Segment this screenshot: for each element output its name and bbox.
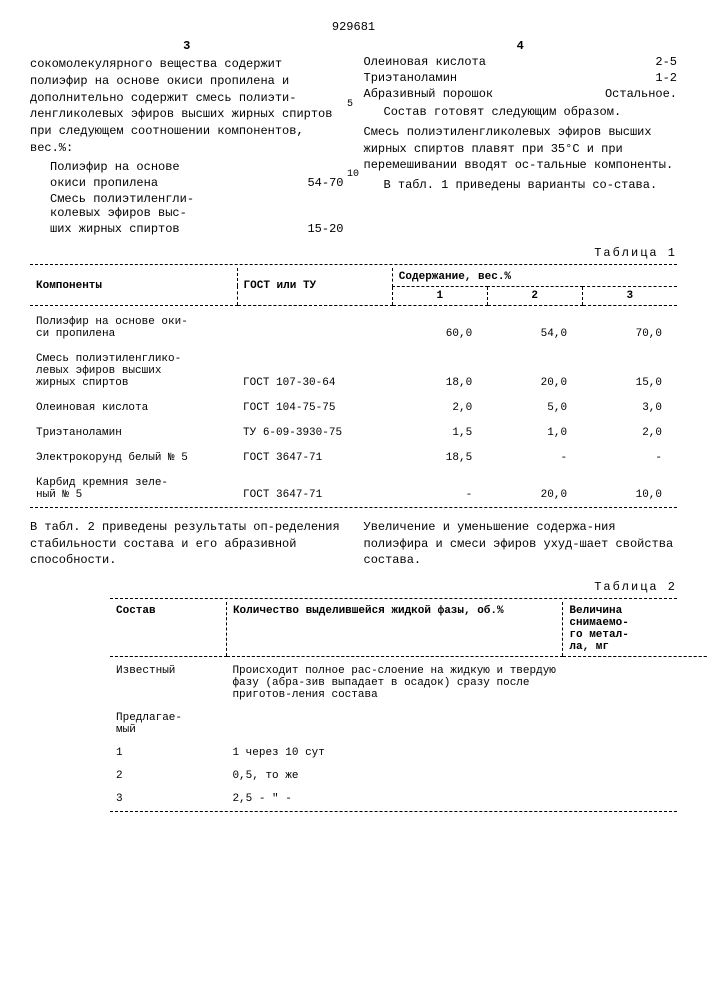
table-row: ИзвестныйПроисходит полное рас-слоение н… (110, 657, 707, 705)
right-text1: Состав готовят следующим образом. (364, 104, 678, 121)
table2-label: Таблица 2 (30, 580, 677, 594)
comp2-label2: колевых эфиров выс- (50, 206, 344, 220)
table-row: 20,5, то же33,4 (110, 762, 707, 785)
table-row: Олеиновая кислотаГОСТ 104-75-752,05,03,0 (30, 392, 677, 417)
table1-label: Таблица 1 (30, 246, 677, 260)
comp2-val: 15-20 (307, 222, 343, 236)
r-row1-label: Олеиновая кислота (364, 55, 486, 69)
table-row: Электрокорунд белый № 5ГОСТ 3647-7118,5-… (30, 442, 677, 467)
table-row: 32,5 - " -27,3 (110, 785, 707, 808)
t1-h-col2: 2 (487, 286, 582, 305)
table-row: Полиэфир на основе оки- си пропилена60,0… (30, 305, 677, 343)
mid-left: В табл. 2 приведены результаты оп-ределе… (30, 519, 344, 569)
mid-right: Увеличение и уменьшение содержа-ния поли… (364, 519, 678, 569)
table-row: Смесь полиэтиленглико- левых эфиров высш… (30, 343, 677, 392)
r-row3-val: Остальное. (605, 87, 677, 101)
margin-10: 10 (347, 169, 359, 180)
comp1-val: 54-70 (307, 176, 343, 190)
page-right: 4 (364, 39, 678, 53)
t2-h-qty: Количество выделившейся жидкой фазы, об.… (226, 602, 562, 657)
table1: Компоненты ГОСТ или ТУ Содержание, вес.%… (30, 268, 677, 504)
t2-h-val: Величина снимаемо- го метал- ла, мг (563, 602, 707, 657)
t1-h-content: Содержание, вес.% (392, 268, 677, 287)
table-row: Карбид кремния зеле- ный № 5ГОСТ 3647-71… (30, 467, 677, 504)
comp1-label2: окиси пропилена (50, 176, 158, 190)
margin-5: 5 (347, 99, 353, 110)
t1-h-components: Компоненты (30, 268, 237, 306)
comp1-label: Полиэфир на основе (50, 160, 344, 174)
left-text: сокомолекулярного вещества содержит поли… (30, 56, 344, 157)
comp2-label: Смесь полиэтиленгли- (50, 192, 344, 206)
t1-h-col1: 1 (392, 286, 487, 305)
r-row3-label: Абразивный порошок (364, 87, 494, 101)
r-row2-label: Триэтаноламин (364, 71, 458, 85)
t1-h-col3: 3 (582, 286, 677, 305)
table-row: ТриэтаноламинТУ 6-09-3930-751,51,02,0 (30, 417, 677, 442)
right-text2: Смесь полиэтиленгликолевых эфиров высших… (364, 124, 678, 174)
patent-number: 929681 (30, 20, 677, 34)
page-left: 3 (30, 39, 344, 53)
right-text3: В табл. 1 приведены варианты со-става. (364, 177, 678, 194)
comp2-label3: ших жирных спиртов (50, 222, 180, 236)
table-row: Предлагае- мый (110, 704, 707, 739)
t2-h-comp: Состав (110, 602, 226, 657)
table-row: 11 через 10 сут30,4 (110, 739, 707, 762)
r-row1-val: 2-5 (655, 55, 677, 69)
table2: Состав Количество выделившейся жидкой фа… (110, 602, 707, 808)
t1-h-gost: ГОСТ или ТУ (237, 268, 392, 306)
r-row2-val: 1-2 (655, 71, 677, 85)
